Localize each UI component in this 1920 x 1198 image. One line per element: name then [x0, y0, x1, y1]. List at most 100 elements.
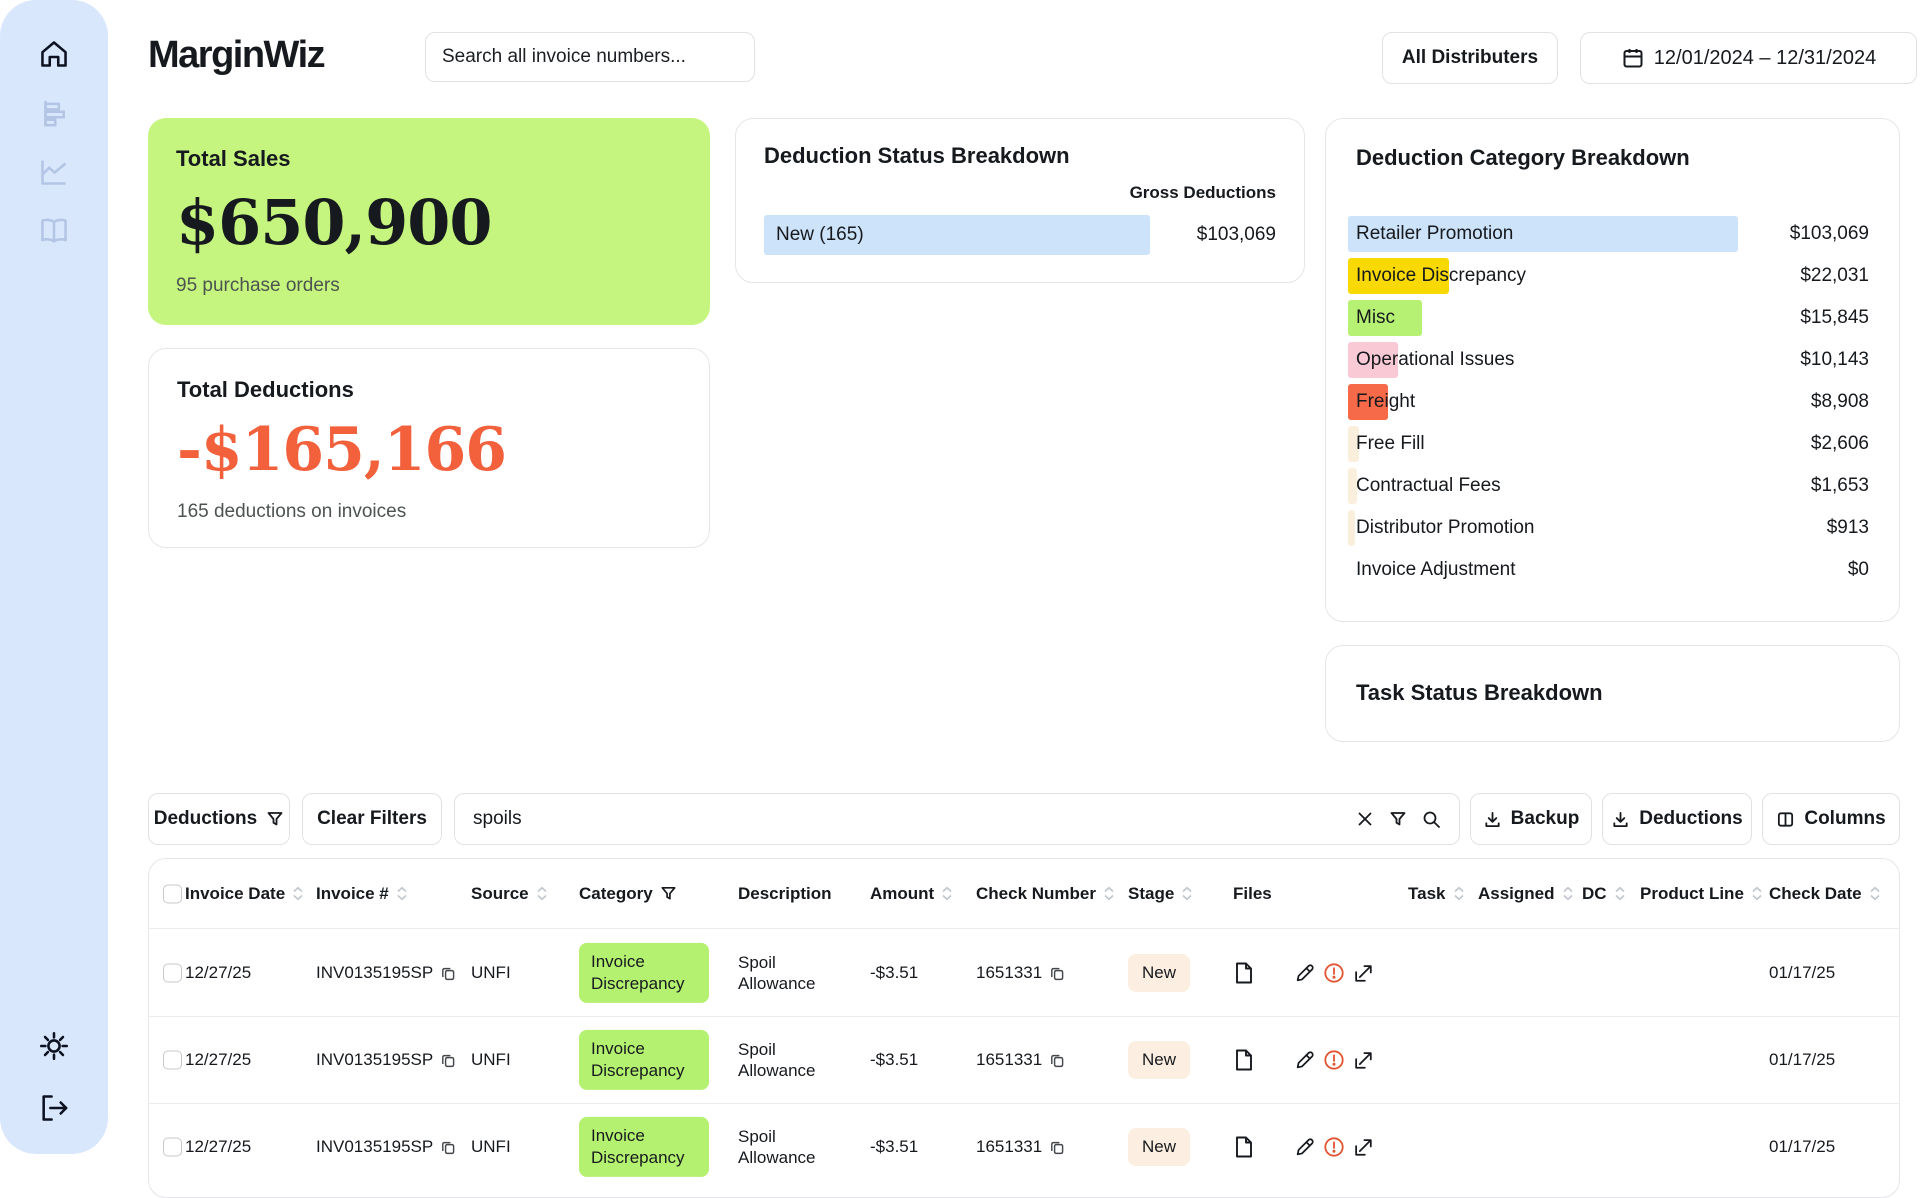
category-row[interactable]: Distributor Promotion $913 [1348, 507, 1869, 549]
settings-gear-icon[interactable] [34, 1026, 74, 1066]
column-header-invoice-number[interactable]: Invoice # [316, 884, 408, 904]
clear-search-icon[interactable] [1356, 810, 1374, 828]
category-bar [1348, 300, 1422, 336]
category-bar [1348, 384, 1388, 420]
book-icon[interactable] [34, 211, 74, 251]
deductions-table: Invoice Date Invoice # Source Category D… [148, 858, 1900, 1198]
column-header-check-date[interactable]: Check Date [1769, 884, 1881, 904]
edit-pencil-icon[interactable] [1294, 962, 1316, 984]
copy-icon[interactable] [1049, 1139, 1065, 1155]
sort-icon [397, 886, 407, 901]
row-checkbox[interactable] [163, 963, 182, 982]
deductions-export-button[interactable]: Deductions [1602, 793, 1752, 845]
file-icon[interactable] [1233, 1048, 1255, 1072]
table-row[interactable]: 12/27/25 INV0135195SP UNFI Invoice Discr… [149, 929, 1899, 1016]
stage-pill[interactable]: New [1128, 1041, 1191, 1079]
source-cell: UNFI [471, 1137, 511, 1156]
amount-cell: -$3.51 [870, 962, 919, 982]
filter-funnel-icon[interactable] [1389, 810, 1407, 828]
backup-export-button[interactable]: Backup [1470, 793, 1592, 845]
column-header-dc[interactable]: DC [1582, 884, 1626, 904]
columns-button[interactable]: Columns [1762, 793, 1900, 845]
category-bar [1348, 342, 1398, 378]
row-checkbox[interactable] [163, 1050, 182, 1070]
category-row[interactable]: Retailer Promotion $103,069 [1348, 213, 1869, 255]
copy-icon[interactable] [440, 965, 456, 981]
amount-cell: -$3.51 [870, 1137, 919, 1156]
column-header-description[interactable]: Description [738, 883, 832, 903]
card-title: Deduction Category Breakdown [1356, 145, 1690, 170]
category-row[interactable]: Contractual Fees $1,653 [1348, 465, 1869, 507]
copy-icon[interactable] [440, 1139, 456, 1155]
card-title: Deduction Status Breakdown [764, 143, 1070, 168]
file-icon[interactable] [1233, 1135, 1255, 1159]
category-pill[interactable]: Invoice Discrepancy [579, 942, 709, 1003]
total-deductions-subtitle: 165 deductions on invoices [177, 501, 407, 522]
distributors-button[interactable]: All Distributers [1382, 32, 1558, 84]
category-row[interactable]: Freight $8,908 [1348, 381, 1869, 423]
table-search-input[interactable] [455, 808, 1356, 830]
category-pill[interactable]: Invoice Discrepancy [579, 1116, 709, 1178]
check-number-cell: 1651331 [976, 963, 1065, 983]
stage-pill[interactable]: New [1128, 1128, 1191, 1166]
home-icon[interactable] [34, 34, 74, 74]
category-pill[interactable]: Invoice Discrepancy [579, 1029, 709, 1091]
search-input[interactable] [425, 32, 755, 82]
share-icon[interactable] [1352, 1049, 1374, 1071]
column-header-files[interactable]: Files [1233, 883, 1272, 903]
category-row[interactable]: Invoice Discrepancy $22,031 [1348, 255, 1869, 297]
category-row[interactable]: Invoice Adjustment $0 [1356, 559, 1869, 580]
alert-icon[interactable] [1323, 1049, 1345, 1071]
column-header-category[interactable]: Category [579, 884, 677, 904]
logout-icon[interactable] [34, 1088, 74, 1128]
column-header-check-number[interactable]: Check Number [976, 884, 1115, 904]
share-icon[interactable] [1352, 1136, 1374, 1158]
column-header-task[interactable]: Task [1408, 884, 1465, 904]
line-chart-icon[interactable] [34, 152, 74, 192]
table-row[interactable]: 12/27/25 INV0135195SP UNFI Invoice Discr… [149, 1103, 1899, 1190]
invoice-number-cell: INV0135195SP [316, 1050, 456, 1070]
search-icon[interactable] [1422, 810, 1441, 829]
category-row[interactable]: Misc $15,845 [1348, 297, 1869, 339]
invoice-number-cell: INV0135195SP [316, 1137, 456, 1157]
column-header-assigned[interactable]: Assigned [1478, 884, 1574, 904]
column-header-product-line[interactable]: Product Line [1640, 884, 1763, 904]
column-header-stage[interactable]: Stage [1128, 884, 1193, 904]
clear-filters-button[interactable]: Clear Filters [302, 793, 442, 845]
invoice-date-cell: 12/27/25 [185, 1050, 252, 1069]
sort-icon [1104, 886, 1114, 901]
check-date-cell: 01/17/25 [1769, 962, 1836, 982]
edit-pencil-icon[interactable] [1294, 1049, 1316, 1071]
alert-icon[interactable] [1323, 962, 1345, 984]
copy-icon[interactable] [1049, 1052, 1065, 1068]
alert-icon[interactable] [1323, 1136, 1345, 1158]
table-row[interactable]: 12/27/25 INV0135195SP UNFI Invoice Discr… [149, 1016, 1899, 1103]
amount-cell: -$3.51 [870, 1050, 919, 1069]
stage-pill[interactable]: New [1128, 953, 1191, 992]
column-header-amount[interactable]: Amount [870, 884, 953, 904]
check-date-cell: 01/17/25 [1769, 1050, 1836, 1069]
total-sales-subtitle: 95 purchase orders [176, 275, 340, 296]
card-title: Total Deductions [177, 377, 354, 402]
copy-icon[interactable] [1049, 965, 1065, 981]
filter-funnel-icon [266, 810, 284, 828]
select-all-checkbox[interactable] [163, 884, 182, 903]
table-search-box [454, 793, 1460, 845]
edit-pencil-icon[interactable] [1294, 1136, 1316, 1158]
column-header-source[interactable]: Source [471, 884, 548, 904]
card-title: Total Sales [176, 146, 291, 171]
card-title: Task Status Breakdown [1356, 680, 1603, 705]
table-type-button[interactable]: Deductions [148, 793, 290, 845]
share-icon[interactable] [1352, 962, 1374, 984]
check-date-cell: 01/17/25 [1769, 1137, 1836, 1156]
file-icon[interactable] [1233, 961, 1255, 985]
copy-icon[interactable] [440, 1052, 456, 1068]
category-row[interactable]: Operational Issues $10,143 [1348, 339, 1869, 381]
date-range-button[interactable]: 12/01/2024 – 12/31/2024 [1580, 32, 1917, 84]
bar-chart-icon[interactable] [34, 93, 74, 133]
total-deductions-value: -$165,166 [177, 415, 507, 485]
column-header-invoice-date[interactable]: Invoice Date [185, 884, 304, 904]
status-row[interactable]: New (165) $103,069 [764, 215, 1276, 255]
sort-icon [1752, 886, 1762, 901]
category-row[interactable]: Free Fill $2,606 [1348, 423, 1869, 465]
